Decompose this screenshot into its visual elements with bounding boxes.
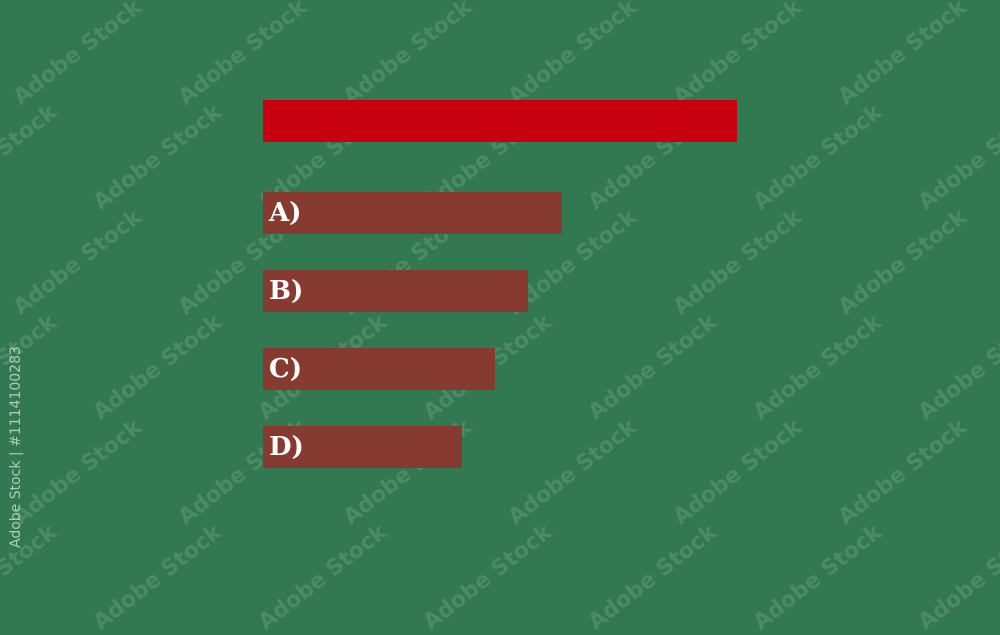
stock-caption: Adobe Stock | #1114100283 — [8, 346, 24, 548]
watermark-text: Adobe Stock — [668, 0, 807, 111]
watermark-text: Adobe Stock — [668, 204, 807, 321]
option-d-label: D) — [269, 432, 304, 462]
watermark-text: Adobe Stock — [913, 519, 1000, 635]
watermark-text: Adobe Stock — [88, 99, 227, 216]
option-c-bar[interactable]: C) — [263, 348, 495, 390]
watermark-text: Adobe Stock — [338, 0, 477, 111]
watermark-text: Adobe Stock — [8, 414, 147, 531]
option-d-bar[interactable]: D) — [263, 426, 462, 468]
watermark-text: Adobe Stock — [833, 414, 972, 531]
watermark-text: Adobe Stock — [833, 204, 972, 321]
watermark-text: Adobe Stock — [418, 519, 557, 635]
watermark-text: Adobe Stock — [833, 0, 972, 111]
option-a-label: A) — [269, 198, 302, 228]
watermark-text: Adobe Stock — [8, 204, 147, 321]
watermark-text: Adobe Stock — [8, 0, 147, 111]
watermark-text: Adobe Stock — [253, 519, 392, 635]
watermark-text: Adobe Stock — [748, 519, 887, 635]
watermark-text: Adobe Stock — [424, 0, 562, 5]
watermark-text: Adobe Stock — [88, 519, 227, 635]
watermark-text: Adobe Stock — [88, 309, 227, 426]
watermark-text: Adobe Stock — [503, 0, 642, 111]
watermark-text: Adobe Stock — [0, 0, 67, 5]
option-b-label: B) — [269, 276, 304, 306]
option-a-bar[interactable]: A) — [263, 192, 562, 234]
watermark-text: Adobe Stock — [913, 309, 1000, 426]
watermark-text: Adobe Stock — [0, 99, 62, 215]
watermark-text: Adobe Stock — [583, 519, 722, 635]
watermark-text: Adobe Stock — [503, 414, 642, 531]
watermark-text: Adobe Stock — [259, 0, 397, 5]
watermark-text: Adobe Stock — [748, 309, 887, 426]
watermark-text: Adobe Stock — [754, 0, 892, 5]
option-b-bar[interactable]: B) — [263, 270, 528, 312]
watermark-text: Adobe Stock — [913, 99, 1000, 216]
question-bar — [263, 100, 737, 142]
watermark-text: Adobe Stock — [919, 0, 1000, 5]
watermark-text: Adobe Stock — [94, 0, 232, 5]
watermark-text: Adobe Stock — [173, 0, 312, 111]
option-c-label: C) — [269, 354, 302, 384]
watermark-text: Adobe Stock — [589, 0, 727, 5]
watermark-text: Adobe Stock — [668, 414, 807, 531]
watermark-text: Adobe Stock — [583, 309, 722, 426]
watermark-text: Adobe Stock — [748, 99, 887, 216]
